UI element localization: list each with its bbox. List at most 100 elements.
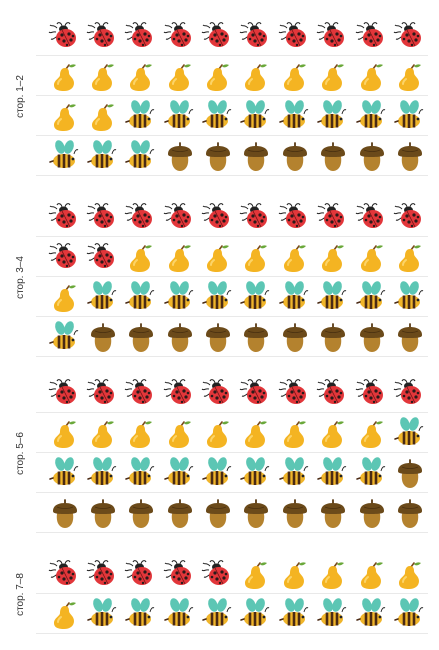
ladybug-sticker[interactable] bbox=[199, 554, 237, 594]
bee-sticker[interactable] bbox=[84, 453, 122, 493]
ladybug-sticker[interactable] bbox=[84, 373, 122, 413]
pear-sticker[interactable] bbox=[199, 413, 237, 453]
pear-sticker[interactable] bbox=[122, 56, 160, 96]
pear-sticker[interactable] bbox=[314, 237, 352, 277]
ladybug-sticker[interactable] bbox=[199, 197, 237, 237]
pear-sticker[interactable] bbox=[84, 56, 122, 96]
ladybug-sticker[interactable] bbox=[314, 197, 352, 237]
bee-sticker[interactable] bbox=[122, 277, 160, 317]
bee-sticker[interactable] bbox=[84, 277, 122, 317]
bee-sticker[interactable] bbox=[276, 96, 314, 136]
ladybug-sticker[interactable] bbox=[122, 554, 160, 594]
acorn-sticker[interactable] bbox=[122, 317, 160, 357]
ladybug-sticker[interactable] bbox=[353, 197, 391, 237]
bee-sticker[interactable] bbox=[353, 594, 391, 634]
bee-sticker[interactable] bbox=[46, 136, 84, 176]
pear-sticker[interactable] bbox=[314, 56, 352, 96]
ladybug-sticker[interactable] bbox=[391, 373, 429, 413]
ladybug-sticker[interactable] bbox=[161, 373, 199, 413]
bee-sticker[interactable] bbox=[391, 96, 429, 136]
acorn-sticker[interactable] bbox=[276, 136, 314, 176]
bee-sticker[interactable] bbox=[276, 453, 314, 493]
acorn-sticker[interactable] bbox=[161, 317, 199, 357]
ladybug-sticker[interactable] bbox=[46, 16, 84, 56]
acorn-sticker[interactable] bbox=[237, 136, 275, 176]
ladybug-sticker[interactable] bbox=[314, 16, 352, 56]
acorn-sticker[interactable] bbox=[314, 493, 352, 533]
bee-sticker[interactable] bbox=[314, 594, 352, 634]
pear-sticker[interactable] bbox=[276, 554, 314, 594]
acorn-sticker[interactable] bbox=[199, 317, 237, 357]
acorn-sticker[interactable] bbox=[161, 136, 199, 176]
pear-sticker[interactable] bbox=[237, 56, 275, 96]
ladybug-sticker[interactable] bbox=[122, 373, 160, 413]
bee-sticker[interactable] bbox=[391, 277, 429, 317]
ladybug-sticker[interactable] bbox=[199, 373, 237, 413]
bee-sticker[interactable] bbox=[237, 96, 275, 136]
pear-sticker[interactable] bbox=[391, 56, 429, 96]
ladybug-sticker[interactable] bbox=[46, 554, 84, 594]
pear-sticker[interactable] bbox=[237, 237, 275, 277]
bee-sticker[interactable] bbox=[199, 594, 237, 634]
pear-sticker[interactable] bbox=[46, 96, 84, 136]
pear-sticker[interactable] bbox=[46, 56, 84, 96]
bee-sticker[interactable] bbox=[353, 277, 391, 317]
pear-sticker[interactable] bbox=[276, 413, 314, 453]
acorn-sticker[interactable] bbox=[353, 317, 391, 357]
bee-sticker[interactable] bbox=[46, 317, 84, 357]
ladybug-sticker[interactable] bbox=[237, 373, 275, 413]
bee-sticker[interactable] bbox=[237, 277, 275, 317]
bee-sticker[interactable] bbox=[161, 277, 199, 317]
acorn-sticker[interactable] bbox=[353, 493, 391, 533]
pear-sticker[interactable] bbox=[237, 554, 275, 594]
bee-sticker[interactable] bbox=[353, 453, 391, 493]
bee-sticker[interactable] bbox=[391, 413, 429, 453]
acorn-sticker[interactable] bbox=[237, 493, 275, 533]
ladybug-sticker[interactable] bbox=[237, 16, 275, 56]
bee-sticker[interactable] bbox=[276, 594, 314, 634]
pear-sticker[interactable] bbox=[237, 413, 275, 453]
ladybug-sticker[interactable] bbox=[84, 16, 122, 56]
ladybug-sticker[interactable] bbox=[391, 197, 429, 237]
ladybug-sticker[interactable] bbox=[84, 554, 122, 594]
acorn-sticker[interactable] bbox=[314, 136, 352, 176]
bee-sticker[interactable] bbox=[122, 136, 160, 176]
ladybug-sticker[interactable] bbox=[122, 197, 160, 237]
pear-sticker[interactable] bbox=[391, 237, 429, 277]
acorn-sticker[interactable] bbox=[314, 317, 352, 357]
pear-sticker[interactable] bbox=[353, 237, 391, 277]
ladybug-sticker[interactable] bbox=[391, 16, 429, 56]
ladybug-sticker[interactable] bbox=[46, 373, 84, 413]
ladybug-sticker[interactable] bbox=[161, 16, 199, 56]
bee-sticker[interactable] bbox=[199, 277, 237, 317]
pear-sticker[interactable] bbox=[353, 56, 391, 96]
bee-sticker[interactable] bbox=[161, 594, 199, 634]
pear-sticker[interactable] bbox=[46, 413, 84, 453]
bee-sticker[interactable] bbox=[46, 453, 84, 493]
bee-sticker[interactable] bbox=[199, 453, 237, 493]
pear-sticker[interactable] bbox=[314, 413, 352, 453]
pear-sticker[interactable] bbox=[391, 554, 429, 594]
pear-sticker[interactable] bbox=[353, 554, 391, 594]
bee-sticker[interactable] bbox=[122, 96, 160, 136]
bee-sticker[interactable] bbox=[237, 594, 275, 634]
ladybug-sticker[interactable] bbox=[353, 16, 391, 56]
acorn-sticker[interactable] bbox=[391, 317, 429, 357]
pear-sticker[interactable] bbox=[353, 413, 391, 453]
acorn-sticker[interactable] bbox=[391, 493, 429, 533]
ladybug-sticker[interactable] bbox=[84, 237, 122, 277]
pear-sticker[interactable] bbox=[46, 594, 84, 634]
bee-sticker[interactable] bbox=[161, 453, 199, 493]
pear-sticker[interactable] bbox=[199, 56, 237, 96]
bee-sticker[interactable] bbox=[353, 96, 391, 136]
bee-sticker[interactable] bbox=[391, 594, 429, 634]
acorn-sticker[interactable] bbox=[276, 317, 314, 357]
acorn-sticker[interactable] bbox=[122, 493, 160, 533]
ladybug-sticker[interactable] bbox=[237, 197, 275, 237]
ladybug-sticker[interactable] bbox=[276, 16, 314, 56]
bee-sticker[interactable] bbox=[199, 96, 237, 136]
ladybug-sticker[interactable] bbox=[122, 16, 160, 56]
bee-sticker[interactable] bbox=[122, 594, 160, 634]
bee-sticker[interactable] bbox=[314, 96, 352, 136]
acorn-sticker[interactable] bbox=[199, 136, 237, 176]
